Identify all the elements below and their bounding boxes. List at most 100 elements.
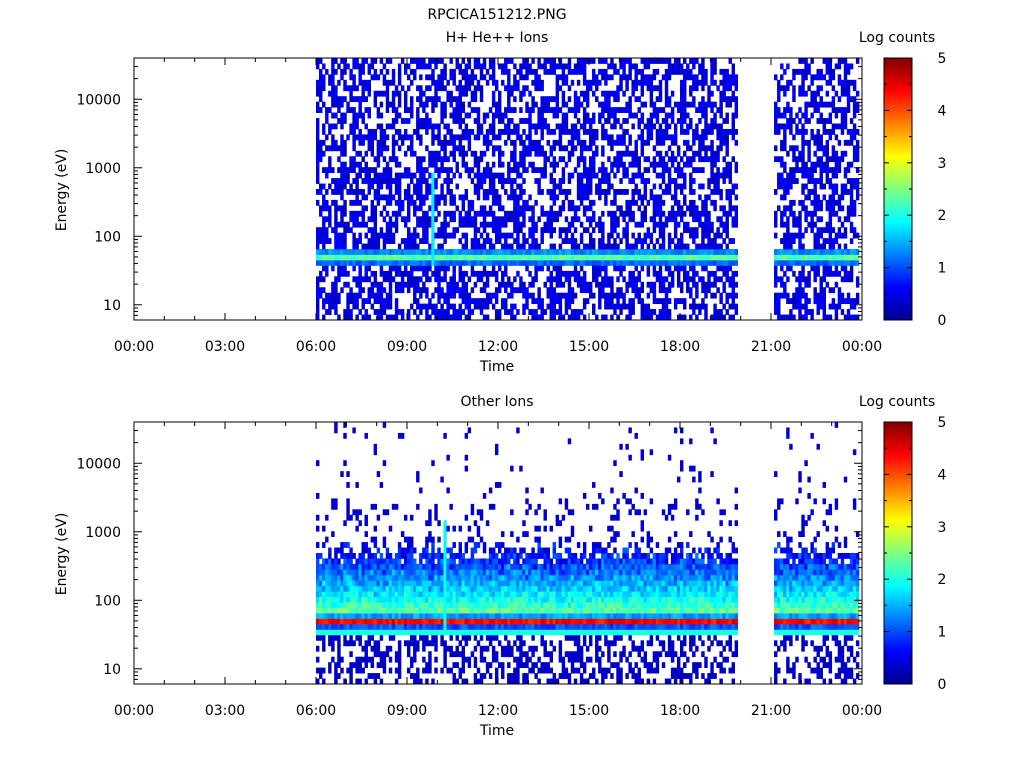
heatmap-cell [397,194,402,201]
heatmap-cell [343,172,347,179]
heatmap-cell [531,259,535,266]
heatmap-cell [646,292,651,299]
heatmap-cell [358,150,362,157]
heatmap-cell [455,249,459,255]
heatmap-cell [440,227,444,234]
heatmap-cell [843,189,848,195]
heatmap-cell [634,243,638,250]
heatmap-cell [625,249,629,255]
heatmap-cell [573,254,578,261]
heatmap-cell [652,85,657,92]
heatmap-cell [358,63,362,70]
heatmap-cell [352,254,356,261]
heatmap-cell [543,150,547,157]
heatmap-cell [352,96,356,103]
heatmap-cell [385,161,390,168]
heatmap-cell [391,210,396,217]
heatmap-cell [786,178,790,184]
heatmap-cell [704,194,708,201]
heatmap-cell [473,227,478,234]
heatmap-cell [670,112,675,119]
heatmap-cell [494,259,499,266]
heatmap-cell [655,314,660,321]
heatmap-cell [540,298,544,305]
heatmap-cell [325,558,329,565]
heatmap-cell [473,134,478,141]
heatmap-cell [422,167,426,174]
heatmap-cell [804,314,808,321]
heatmap-cell [828,199,833,206]
heatmap-cell [494,292,499,299]
heatmap-cell [513,259,517,266]
heatmap-cell [449,150,453,157]
heatmap-cell [825,249,830,255]
heatmap-cell [479,254,484,261]
heatmap-cell [367,107,371,113]
heatmap-cell [455,161,459,168]
heatmap-cell [522,85,526,92]
heatmap-cell [640,194,644,201]
heatmap-cell [777,205,781,212]
heatmap-cell [501,178,505,184]
heatmap-cell [598,292,602,299]
heatmap-cell [625,199,629,206]
heatmap-cell [789,298,793,305]
heatmap-cell [689,287,693,294]
heatmap-cell [546,303,550,310]
heatmap-cell [837,249,842,255]
heatmap-cell [576,178,581,184]
heatmap-cell [519,150,523,157]
heatmap-cell [789,199,793,206]
heatmap-cell [728,101,732,108]
heatmap-cell [331,249,335,255]
heatmap-cell [667,270,672,277]
heatmap-cell [834,238,839,244]
heatmap-cell [643,309,648,315]
heatmap-cell [316,634,320,641]
heatmap-cell [552,145,557,152]
heatmap-cell [479,183,484,190]
heatmap-cell [461,68,466,75]
heatmap-cell [470,74,475,81]
heatmap-cell [519,183,523,190]
heatmap-cell [813,287,817,294]
heatmap-cell [655,205,660,212]
heatmap-cell [852,85,857,92]
heatmap-cell [461,194,466,201]
heatmap-cell [437,128,441,135]
heatmap-cell [516,172,520,179]
heatmap-cell [425,194,429,201]
heatmap-cell [643,314,648,321]
heatmap-cell [488,107,493,113]
heatmap-cell [801,167,805,174]
heatmap-cell [567,68,572,75]
heatmap-cell [834,314,839,321]
heatmap-cell [379,112,384,119]
heatmap-cell [683,194,687,201]
heatmap-cell [397,309,402,315]
heatmap-cell [394,199,399,206]
heatmap-cell [334,68,338,75]
heatmap-cell [598,298,602,305]
heatmap-cell [552,183,557,190]
heatmap-cell [394,221,399,228]
heatmap-cell [855,298,860,305]
heatmap-cell [507,118,511,124]
heatmap-cell [316,542,320,548]
heatmap-cell [358,270,362,277]
heatmap-cell [331,602,335,608]
heatmap-cell [558,265,563,272]
heatmap-cell [831,96,836,103]
heatmap-cell [343,243,347,250]
heatmap-cell [607,210,611,217]
heatmap-cell [673,128,678,135]
heatmap-cell [322,183,326,190]
heatmap-cell [494,112,499,119]
heatmap-cell [334,558,338,565]
heatmap-cell [534,199,538,206]
heatmap-cell [728,161,732,168]
heatmap-cell [458,309,462,315]
heatmap-cell [394,90,399,97]
heatmap-cell [416,112,420,119]
heatmap-cell [364,172,368,179]
